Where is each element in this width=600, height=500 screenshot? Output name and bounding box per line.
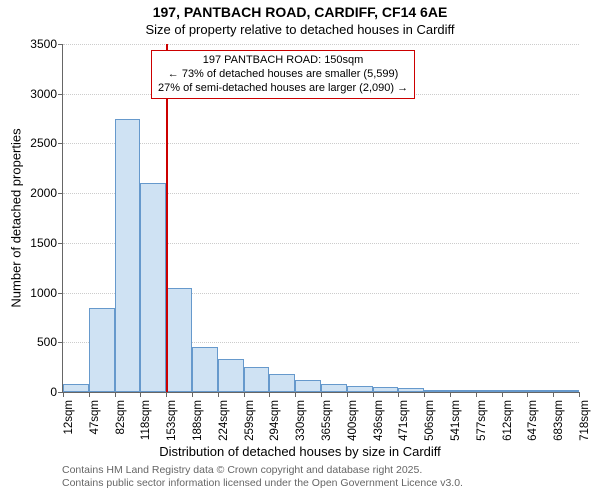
chart-subtitle: Size of property relative to detached ho… — [0, 22, 600, 37]
x-tick-mark — [89, 392, 90, 397]
x-tick-label: 330sqm — [295, 398, 307, 441]
histogram-bar — [476, 390, 502, 392]
histogram-bar — [244, 367, 270, 392]
x-tick-label: 471sqm — [398, 398, 410, 441]
x-tick-mark — [63, 392, 64, 397]
x-tick-mark — [269, 392, 270, 397]
histogram-bar — [63, 384, 89, 392]
annotation-line: ← 73% of detached houses are smaller (5,… — [158, 68, 408, 82]
y-tick-label: 0 — [50, 385, 63, 399]
x-tick-mark — [450, 392, 451, 397]
x-tick-mark — [527, 392, 528, 397]
x-tick-label: 294sqm — [269, 398, 281, 441]
histogram-bar — [295, 380, 321, 392]
x-tick-mark — [115, 392, 116, 397]
y-tick-label: 3000 — [30, 87, 63, 101]
plot-area: 050010001500200025003000350012sqm47sqm82… — [62, 44, 579, 393]
histogram-bar — [373, 387, 399, 392]
annotation-line: 197 PANTBACH ROAD: 150sqm — [158, 54, 408, 68]
histogram-bar — [115, 119, 141, 392]
x-tick-mark — [218, 392, 219, 397]
x-tick-label: 541sqm — [450, 398, 462, 441]
histogram-bar — [321, 384, 347, 392]
histogram-bar — [269, 374, 295, 392]
x-tick-mark — [321, 392, 322, 397]
grid-line — [63, 143, 579, 144]
x-tick-mark — [553, 392, 554, 397]
x-tick-label: 400sqm — [347, 398, 359, 441]
histogram-bar — [527, 390, 553, 392]
x-tick-label: 506sqm — [424, 398, 436, 441]
x-tick-label: 153sqm — [166, 398, 178, 441]
x-tick-label: 188sqm — [192, 398, 204, 441]
x-tick-label: 47sqm — [89, 398, 101, 435]
x-tick-label: 647sqm — [527, 398, 539, 441]
x-tick-label: 259sqm — [244, 398, 256, 441]
x-tick-mark — [244, 392, 245, 397]
x-tick-mark — [373, 392, 374, 397]
y-axis-label: Number of detached properties — [9, 128, 24, 307]
y-tick-label: 2000 — [30, 186, 63, 200]
histogram-bar — [89, 308, 115, 393]
annotation-box: 197 PANTBACH ROAD: 150sqm← 73% of detach… — [151, 50, 415, 99]
x-tick-mark — [502, 392, 503, 397]
x-tick-label: 577sqm — [476, 398, 488, 441]
annotation-line: 27% of semi-detached houses are larger (… — [158, 82, 408, 96]
chart-container: 197, PANTBACH ROAD, CARDIFF, CF14 6AE Si… — [0, 0, 600, 500]
histogram-bar — [140, 183, 166, 392]
x-tick-mark — [579, 392, 580, 397]
x-tick-label: 436sqm — [373, 398, 385, 441]
x-tick-label: 683sqm — [553, 398, 565, 441]
histogram-bar — [553, 390, 579, 392]
x-tick-mark — [476, 392, 477, 397]
x-tick-mark — [140, 392, 141, 397]
x-tick-label: 612sqm — [502, 398, 514, 441]
histogram-bar — [398, 388, 424, 392]
x-tick-label: 718sqm — [579, 398, 591, 441]
chart-title: 197, PANTBACH ROAD, CARDIFF, CF14 6AE — [0, 4, 600, 20]
histogram-bar — [450, 390, 476, 392]
y-tick-label: 3500 — [30, 37, 63, 51]
footer-line2: Contains public sector information licen… — [62, 477, 463, 490]
histogram-bar — [424, 390, 450, 392]
x-tick-label: 12sqm — [63, 398, 75, 435]
y-tick-label: 1500 — [30, 236, 63, 250]
x-tick-label: 82sqm — [115, 398, 127, 435]
x-tick-mark — [166, 392, 167, 397]
histogram-bar — [166, 288, 192, 392]
footer-credit: Contains HM Land Registry data © Crown c… — [62, 464, 463, 489]
y-tick-label: 500 — [37, 335, 63, 349]
histogram-bar — [218, 359, 244, 392]
histogram-bar — [192, 347, 218, 392]
histogram-bar — [347, 386, 373, 392]
y-tick-label: 1000 — [30, 286, 63, 300]
x-tick-mark — [398, 392, 399, 397]
footer-line1: Contains HM Land Registry data © Crown c… — [62, 464, 463, 477]
y-tick-label: 2500 — [30, 136, 63, 150]
x-tick-label: 224sqm — [218, 398, 230, 441]
x-tick-mark — [192, 392, 193, 397]
x-tick-label: 365sqm — [321, 398, 333, 441]
x-tick-mark — [424, 392, 425, 397]
x-tick-mark — [347, 392, 348, 397]
histogram-bar — [502, 390, 528, 392]
x-tick-mark — [295, 392, 296, 397]
x-axis-label: Distribution of detached houses by size … — [0, 444, 600, 459]
x-tick-label: 118sqm — [140, 398, 152, 440]
grid-line — [63, 44, 579, 45]
